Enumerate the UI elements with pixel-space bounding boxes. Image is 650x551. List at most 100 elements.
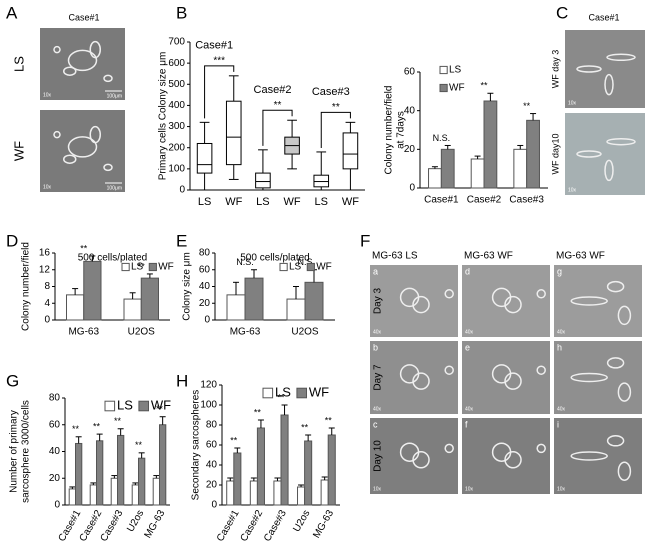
panel-letter: D	[6, 231, 18, 250]
cell-shape	[536, 443, 546, 454]
significance: **	[93, 421, 101, 431]
magnification: 10x	[557, 486, 566, 492]
y-tick-label: 80	[199, 248, 211, 259]
bar	[249, 480, 258, 506]
y-axis-label: Colony number/field	[384, 86, 395, 175]
y-tick-label: 0	[179, 185, 185, 196]
panel-title: Case#1	[588, 12, 619, 22]
cell-letter: b	[373, 342, 378, 352]
y-tick-label: 20	[49, 473, 61, 484]
y-tick-label: 400	[168, 100, 185, 111]
micrograph	[554, 341, 642, 414]
legend-swatch	[148, 262, 157, 272]
cell-shape	[67, 136, 98, 158]
x-tick-label: Case#3	[509, 195, 544, 206]
cell-shape	[412, 372, 430, 390]
y-tick-label: 40	[404, 105, 416, 116]
x-tick-label: MG-63	[311, 508, 336, 540]
cell-shape	[412, 295, 430, 314]
panel-title: Case#1	[68, 12, 99, 22]
legend-swatch	[262, 387, 274, 399]
magnification: 40x	[465, 329, 474, 335]
bar	[152, 477, 160, 506]
legend-label: LS	[449, 65, 462, 76]
row-label: LS	[11, 56, 26, 72]
box	[342, 132, 359, 170]
significance: ***	[213, 55, 225, 66]
bar	[304, 281, 324, 321]
scale-bar-label: 100μm	[107, 93, 122, 99]
y-tick-label: 60	[49, 419, 61, 430]
x-tick-label: Case#2	[467, 195, 502, 206]
y-axis-label: Number of primary	[9, 410, 20, 493]
cell-shape	[606, 357, 625, 369]
cell-shape	[604, 159, 614, 182]
micrograph	[565, 30, 645, 108]
y-axis-label: Primary cells Colony size μm	[158, 52, 169, 181]
magnification: 10x	[568, 187, 577, 193]
legend-swatch	[306, 262, 315, 272]
y-tick-label: 60	[199, 264, 211, 275]
cell-shape	[89, 40, 101, 59]
x-tick-label: U2OS	[291, 327, 319, 338]
x-tick-label: LS	[315, 196, 328, 208]
bar	[66, 294, 85, 321]
legend-label: LS	[289, 262, 302, 273]
legend-label: WF	[151, 397, 171, 412]
bar	[428, 168, 442, 189]
magnification: 40x	[373, 406, 382, 412]
micrograph	[565, 113, 645, 195]
legend-label: WF	[158, 262, 174, 273]
row-label: Day 3	[373, 288, 384, 315]
bar	[131, 484, 139, 506]
cell-shape	[63, 154, 77, 164]
panel-letter: B	[176, 3, 187, 22]
bar	[89, 484, 97, 506]
cell-shape	[536, 365, 546, 375]
panel-letter: F	[360, 231, 370, 250]
cell-shape	[617, 461, 632, 481]
magnification: 10x	[43, 92, 52, 98]
bar	[110, 477, 118, 506]
cell-shape	[63, 66, 77, 76]
box	[313, 174, 330, 188]
bar	[327, 434, 336, 506]
significance: N.S.	[433, 133, 451, 143]
cell-shape	[617, 382, 632, 402]
cell-letter: d	[465, 266, 470, 276]
y-tick-label: 40	[206, 460, 218, 471]
legend-swatch	[296, 387, 308, 399]
bar	[526, 119, 540, 189]
legend-label: WF	[449, 83, 465, 94]
cell-shape	[444, 443, 454, 454]
significance: **	[72, 424, 80, 434]
magnification: 10x	[43, 184, 52, 190]
cell-shape	[570, 296, 608, 306]
row-label: Day 10	[373, 440, 384, 472]
x-tick-label: Case#3	[262, 508, 289, 544]
panel-letter: A	[6, 3, 18, 22]
y-tick-label: 60	[206, 440, 218, 451]
cell-shape	[89, 125, 101, 144]
cell-shape	[444, 289, 454, 299]
cell-shape	[606, 137, 636, 146]
group-label: Case#1	[195, 40, 233, 52]
x-tick-label: WF	[225, 196, 242, 208]
y-tick-label: 100	[200, 400, 217, 411]
cell-shape	[444, 365, 454, 375]
cell-shape	[504, 295, 522, 314]
legend-swatch	[121, 262, 130, 272]
bar	[244, 277, 264, 321]
micrograph	[40, 110, 125, 192]
y-tick-label: 16	[39, 248, 51, 259]
significance: **	[80, 243, 88, 253]
bar	[140, 277, 159, 321]
legend-swatch	[439, 83, 448, 93]
cell-shape	[504, 372, 522, 390]
y-tick-label: 0	[211, 500, 217, 511]
bar	[286, 298, 306, 321]
panel-letter: G	[6, 371, 19, 390]
y-axis-label: sarcosphere 3000/cells	[21, 400, 32, 503]
magnification: 10x	[568, 100, 577, 106]
x-tick-label: MG-63	[68, 327, 99, 338]
